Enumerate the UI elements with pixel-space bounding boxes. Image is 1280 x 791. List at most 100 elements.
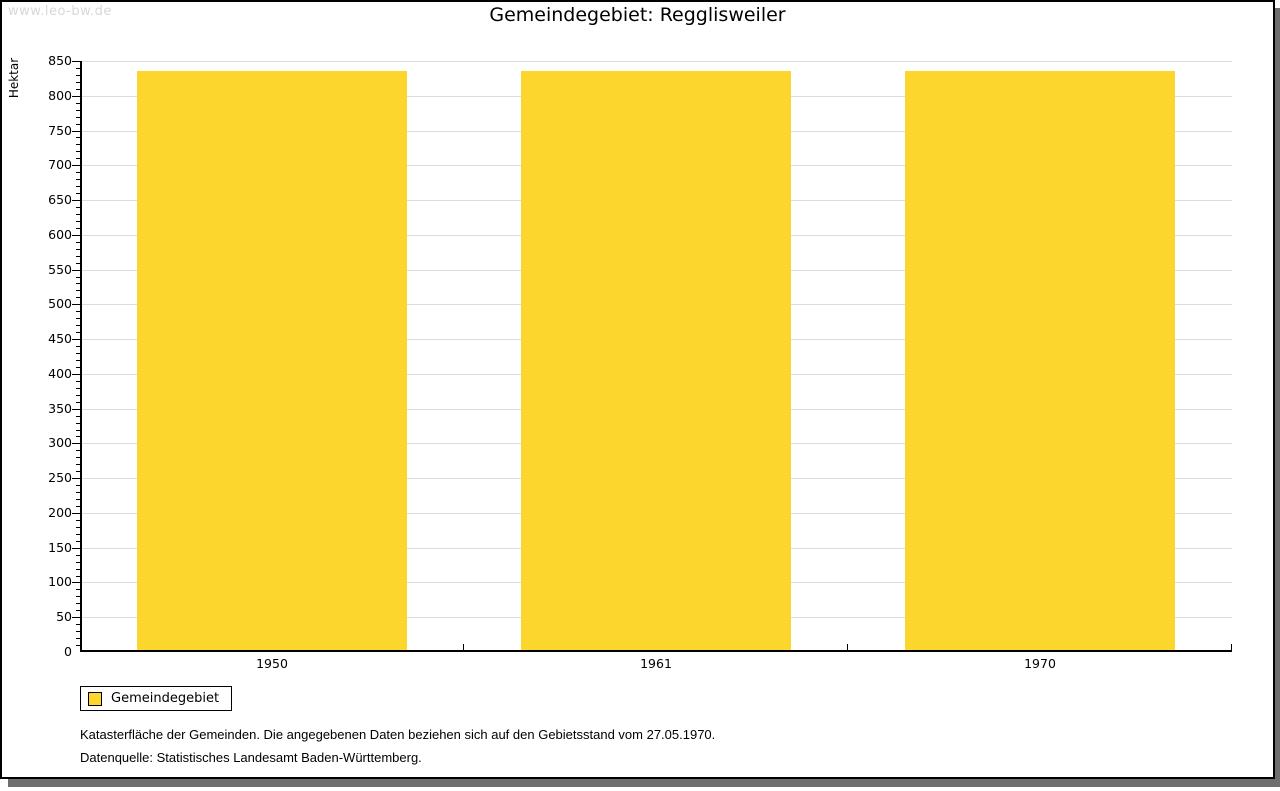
- y-tick-label: 850: [48, 53, 72, 68]
- y-minor-tick: [76, 283, 80, 285]
- legend-label: Gemeindegebiet: [111, 691, 220, 706]
- y-minor-tick: [76, 193, 80, 195]
- footnote-data-source: Datenquelle: Statistisches Landesamt Bad…: [80, 750, 422, 765]
- y-minor-tick: [76, 81, 80, 83]
- y-major-tick: [72, 478, 80, 480]
- x-axis-line: [80, 650, 1232, 652]
- y-minor-tick: [76, 67, 80, 69]
- y-minor-tick: [76, 631, 80, 633]
- y-minor-tick: [76, 401, 80, 403]
- y-minor-tick: [76, 116, 80, 118]
- y-minor-tick: [76, 123, 80, 125]
- y-minor-tick: [76, 262, 80, 264]
- y-minor-tick: [76, 561, 80, 563]
- y-tick-label: 100: [48, 574, 72, 590]
- y-minor-tick: [76, 332, 80, 334]
- y-minor-tick: [76, 359, 80, 361]
- y-minor-tick: [76, 151, 80, 153]
- footnote-source-note: Katasterfläche der Gemeinden. Die angege…: [80, 727, 716, 742]
- y-major-tick: [72, 582, 80, 584]
- y-minor-tick: [76, 241, 80, 243]
- y-tick-label: 0: [64, 644, 72, 659]
- x-tick-label: 1961: [640, 656, 672, 671]
- y-minor-tick: [76, 610, 80, 612]
- y-major-tick: [72, 512, 80, 514]
- y-minor-tick: [76, 248, 80, 250]
- y-tick-label: 750: [48, 122, 72, 138]
- y-minor-tick: [76, 471, 80, 473]
- y-minor-tick: [76, 603, 80, 605]
- y-tick-label: 400: [48, 365, 72, 381]
- y-minor-tick: [76, 207, 80, 208]
- y-minor-tick: [76, 540, 80, 542]
- plot-area: 0 50 100 150 200 250 300 350 400 450 500 550 600 650 7…: [48, 54, 1232, 671]
- y-major-tick: [72, 234, 80, 236]
- y-minor-tick: [76, 255, 80, 257]
- y-minor-tick: [76, 492, 80, 494]
- y-minor-tick: [76, 137, 80, 139]
- y-minor-tick: [76, 179, 80, 181]
- y-minor-tick: [76, 575, 80, 577]
- y-minor-tick: [76, 186, 80, 188]
- bar-1950: [137, 71, 407, 652]
- y-minor-tick: [76, 568, 80, 570]
- y-minor-tick: [76, 318, 80, 320]
- bar-1970: [905, 71, 1175, 652]
- y-tick-label: 150: [48, 539, 72, 555]
- y-minor-tick: [76, 436, 80, 438]
- y-minor-tick: [76, 589, 80, 591]
- y-tick-label: 600: [48, 226, 72, 242]
- y-tick-label: 450: [48, 331, 72, 347]
- y-major-tick: [72, 269, 80, 271]
- y-minor-tick: [76, 554, 80, 556]
- y-major-tick: [72, 61, 80, 62]
- y-minor-tick: [76, 366, 80, 368]
- y-tick-label: 200: [48, 504, 72, 520]
- y-major-tick: [72, 443, 80, 445]
- legend-swatch: [88, 691, 102, 706]
- y-major-tick: [72, 547, 80, 549]
- y-minor-tick: [76, 325, 80, 327]
- y-minor-tick: [76, 144, 80, 146]
- y-major-tick: [72, 200, 80, 202]
- y-major-tick: [72, 339, 80, 341]
- y-tick-label: 700: [48, 157, 72, 173]
- y-minor-tick: [76, 526, 80, 528]
- y-minor-tick: [76, 485, 80, 487]
- y-minor-tick: [76, 227, 80, 229]
- y-minor-tick: [76, 499, 80, 501]
- x-tick-label: 1950: [256, 656, 288, 671]
- y-minor-tick: [76, 346, 80, 348]
- y-major-tick: [72, 130, 80, 132]
- x-tick-label: 1970: [1024, 656, 1056, 671]
- y-minor-tick: [76, 464, 80, 466]
- y-tick-label: 650: [48, 192, 72, 208]
- y-tick-label: 500: [48, 296, 72, 312]
- y-minor-tick: [76, 596, 80, 598]
- y-minor-tick: [76, 220, 80, 222]
- y-minor-tick: [76, 505, 80, 507]
- y-minor-tick: [76, 158, 80, 160]
- y-major-tick: [72, 373, 80, 375]
- y-axis-title: Hektar: [7, 57, 21, 99]
- y-major-tick: [72, 617, 80, 619]
- gridline: [80, 61, 1232, 62]
- y-minor-tick: [76, 533, 80, 535]
- bar-1961: [521, 71, 791, 652]
- y-minor-tick: [76, 422, 80, 424]
- y-minor-tick: [76, 74, 80, 76]
- y-minor-tick: [76, 519, 80, 521]
- y-tick-label: 250: [48, 470, 72, 486]
- y-minor-tick: [76, 638, 80, 640]
- y-minor-tick: [76, 450, 80, 452]
- y-minor-tick: [76, 213, 80, 215]
- y-major-tick: [72, 95, 80, 97]
- y-minor-tick: [76, 394, 80, 396]
- y-minor-tick: [76, 102, 80, 104]
- y-minor-tick: [76, 109, 80, 111]
- y-minor-tick: [76, 276, 80, 278]
- legend: Gemeindegebiet: [80, 686, 233, 711]
- y-tick-label: 550: [48, 261, 72, 277]
- y-minor-tick: [76, 429, 80, 431]
- y-minor-tick: [76, 415, 80, 417]
